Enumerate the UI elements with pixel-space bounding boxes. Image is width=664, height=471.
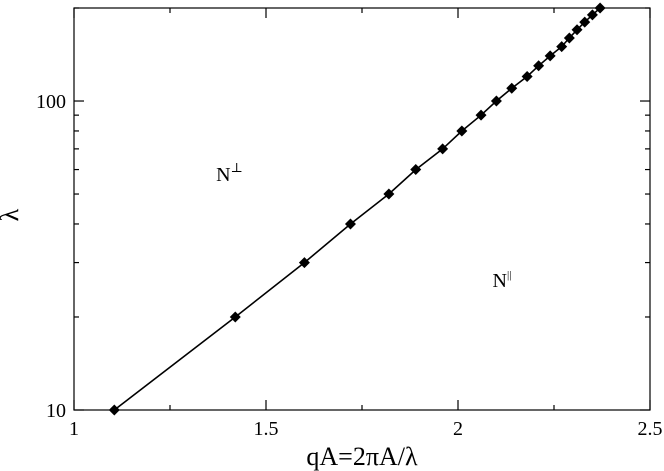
data-point <box>563 32 575 44</box>
data-point <box>594 2 606 14</box>
series-markers <box>108 2 606 416</box>
data-point <box>298 257 310 269</box>
axis-tick-labels: 1 1.5 2 2.5 10 100 <box>36 91 663 440</box>
x-tick-label: 2 <box>453 418 463 440</box>
svg-text:N||: N|| <box>493 269 512 292</box>
series-line <box>113 7 601 411</box>
data-point <box>229 311 241 323</box>
data-point <box>586 9 598 21</box>
svg-text:N⊥: N⊥ <box>216 160 243 186</box>
y-tick-label: 100 <box>36 91 66 113</box>
region-label-perpendicular-text: N <box>216 164 230 186</box>
data-point <box>108 404 120 416</box>
data-point <box>579 16 591 28</box>
region-label-parallel: N|| <box>493 269 512 292</box>
data-point <box>533 60 545 72</box>
data-point <box>556 41 568 53</box>
data-point <box>544 50 556 62</box>
y-axis-label: λ <box>0 208 24 221</box>
region-label-parallel-text: N <box>493 270 507 292</box>
data-point <box>506 82 518 94</box>
data-point <box>344 218 356 230</box>
data-point <box>437 143 449 155</box>
data-point <box>410 164 422 176</box>
x-axis-label: qA=2πA/λ <box>306 442 418 471</box>
data-point <box>521 71 533 83</box>
plot-frame <box>73 7 651 411</box>
region-label-parallel-sup: || <box>507 269 511 281</box>
data-point <box>571 24 583 36</box>
x-tick-label: 1 <box>69 418 79 440</box>
data-point <box>456 125 468 137</box>
region-label-perpendicular-sup: ⊥ <box>231 160 243 175</box>
data-point <box>490 95 502 107</box>
data-point <box>383 188 395 200</box>
data-point <box>475 109 487 121</box>
y-tick-label: 10 <box>46 400 66 422</box>
region-label-perpendicular: N⊥ <box>216 160 243 186</box>
x-tick-label: 1.5 <box>254 418 279 440</box>
axis-ticks <box>73 7 651 411</box>
x-tick-label: 2.5 <box>638 418 663 440</box>
